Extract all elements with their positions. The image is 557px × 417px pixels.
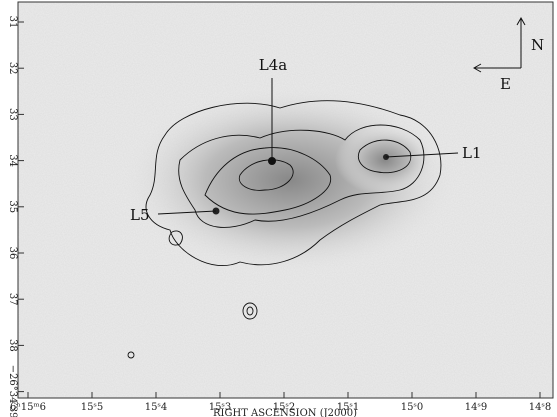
x-tick-label: 15ˢ5	[81, 402, 103, 413]
pointer	[385, 152, 459, 158]
y-tick-label: −26°34′39	[7, 365, 18, 417]
compass-arrow	[516, 16, 526, 68]
contour	[358, 139, 412, 174]
y-tick-label: 37	[7, 293, 18, 306]
compass-arrow	[472, 63, 521, 73]
source-label: L4a	[259, 56, 288, 74]
x-axis-title: RIGHT ASCENSION (J2000)	[213, 408, 357, 417]
y-tick-label: 38	[7, 339, 18, 352]
compass-label: E	[500, 75, 511, 93]
frame	[17, 1, 554, 399]
contour-outer	[145, 100, 442, 267]
x-tick-label: 15ˢ3	[209, 402, 231, 413]
contour	[127, 351, 135, 359]
y-tick-label: 35	[7, 200, 18, 213]
contour	[238, 159, 294, 191]
x-tick-label: 15ˢ2	[273, 402, 295, 413]
x-tick-label: 14ˢ8	[529, 402, 551, 413]
pointer	[157, 210, 217, 215]
y-tick-label: 31	[7, 16, 18, 29]
contours	[127, 100, 442, 359]
y-tick-label: 34	[7, 154, 18, 167]
x-tick-label: 15ˢ4	[145, 402, 167, 413]
contour	[242, 302, 258, 320]
contour	[204, 147, 332, 215]
y-tick-label: 33	[7, 108, 18, 121]
x-tick-label: 14ˢ9	[465, 402, 487, 413]
contour	[178, 124, 425, 228]
source-label: L1	[462, 144, 482, 162]
source-label: L5	[130, 206, 150, 224]
compass-label: N	[531, 36, 544, 54]
contour	[246, 306, 254, 316]
contour	[168, 230, 183, 246]
x-tick-label: 15ˢ0	[401, 402, 423, 413]
y-tick-label: 36	[7, 247, 18, 260]
nebula-glow	[335, 125, 435, 195]
compass	[472, 16, 526, 73]
y-tick-label: 32	[7, 62, 18, 75]
x-tick-label: 15ˢ1	[337, 402, 359, 413]
x-tick-label: 6ʰ15ᵐ6	[10, 402, 46, 413]
